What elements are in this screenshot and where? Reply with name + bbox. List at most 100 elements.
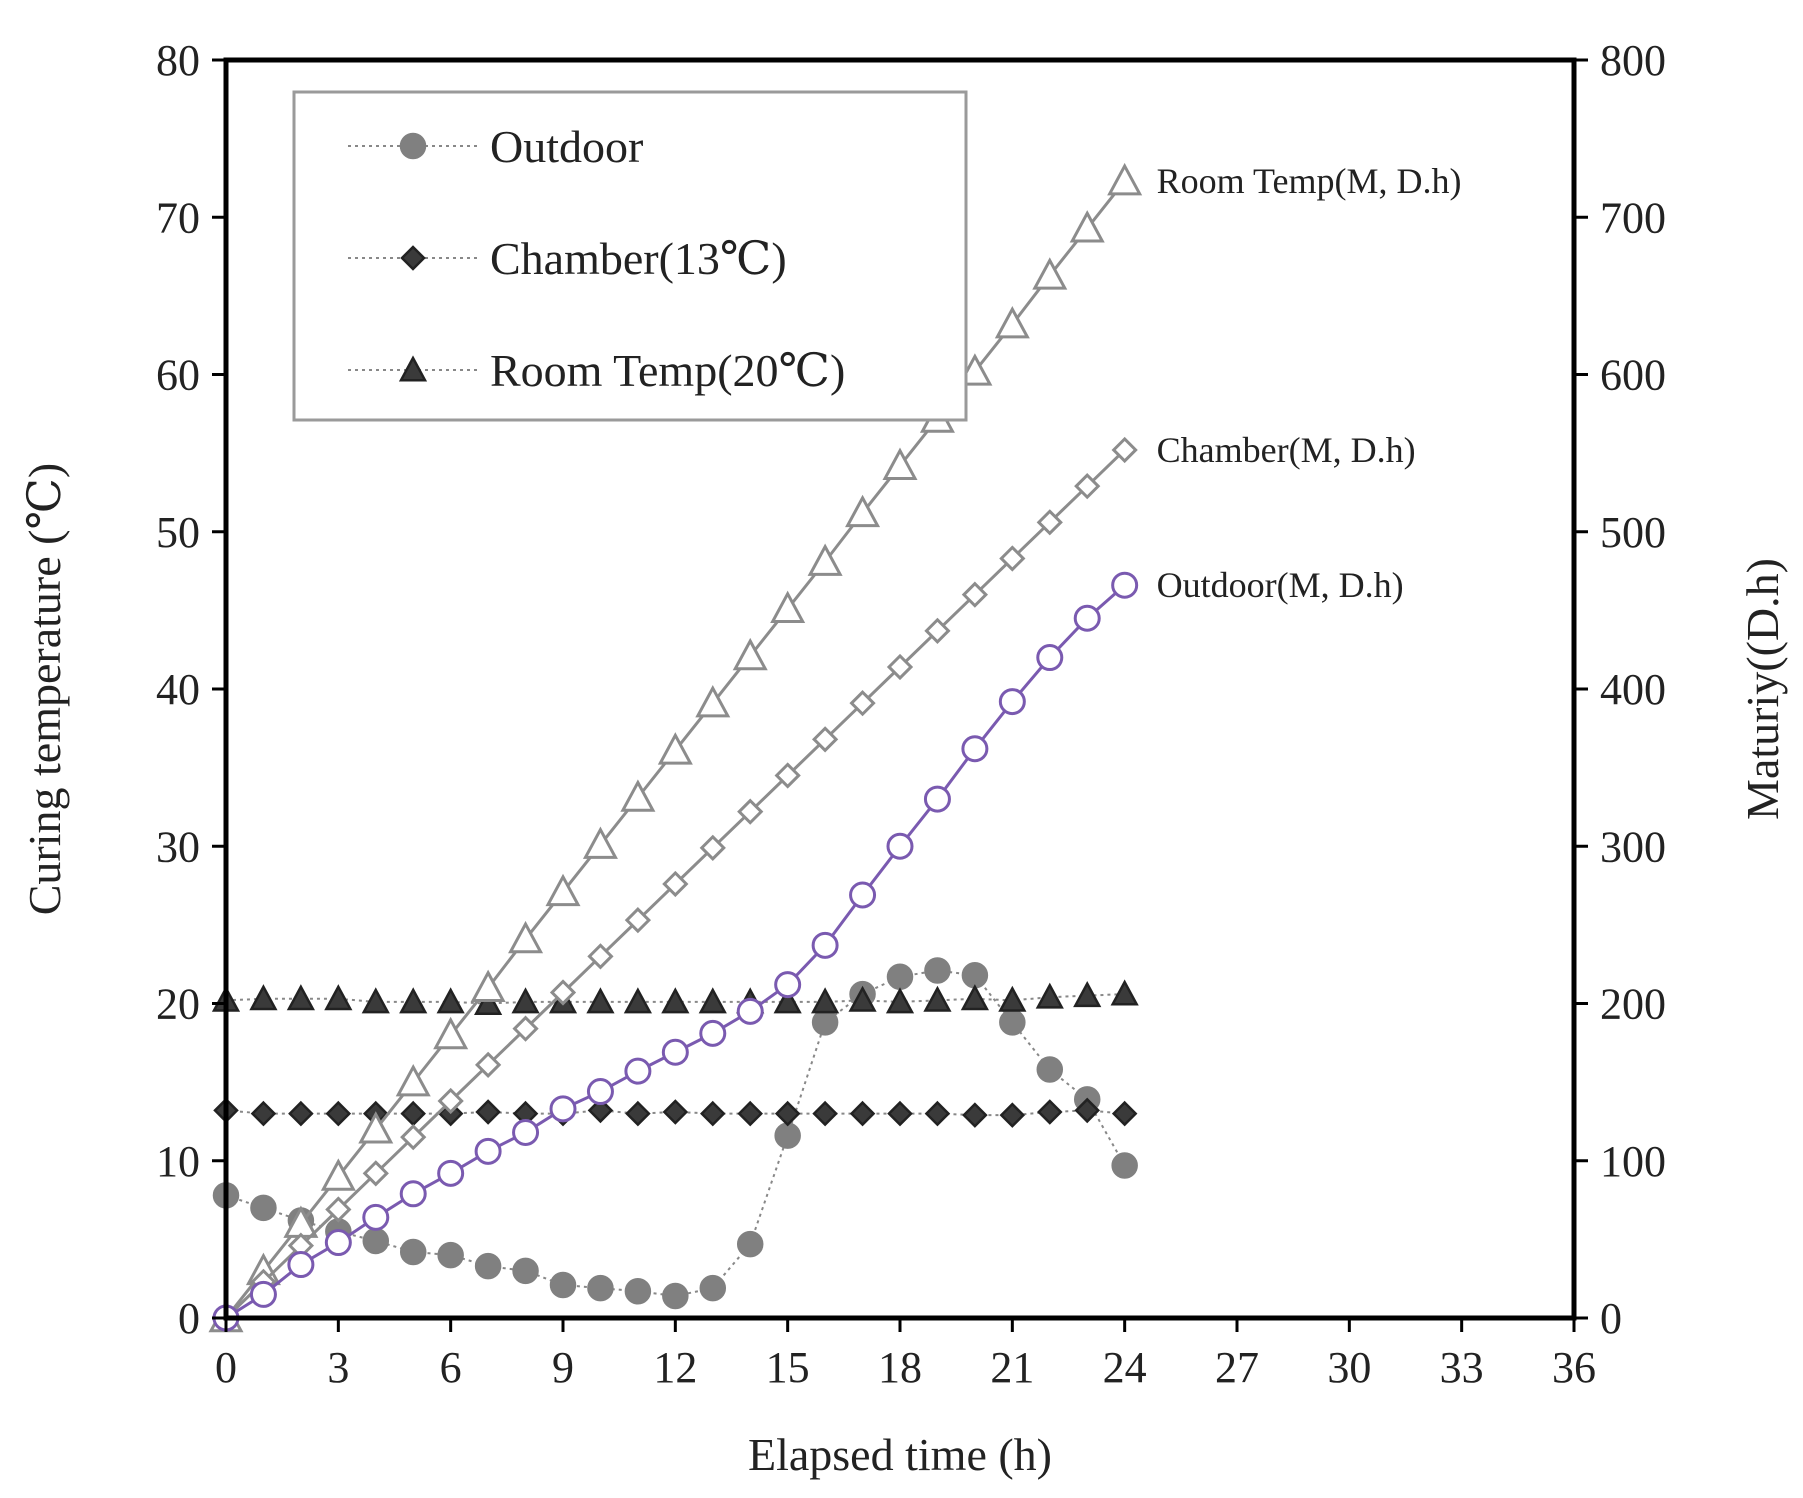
data-point bbox=[436, 987, 465, 1014]
data-point bbox=[886, 963, 914, 991]
data-point bbox=[623, 987, 652, 1014]
data-point bbox=[1069, 210, 1105, 243]
data-point bbox=[400, 1124, 427, 1151]
data-point bbox=[358, 1111, 394, 1144]
data-point bbox=[586, 987, 615, 1014]
data-point bbox=[399, 1180, 427, 1208]
data-point bbox=[1036, 644, 1064, 672]
x-tick-label: 0 bbox=[215, 1343, 237, 1392]
x-tick-label: 6 bbox=[440, 1343, 462, 1392]
data-point bbox=[661, 1038, 689, 1066]
data-point bbox=[849, 881, 877, 909]
data-point bbox=[923, 985, 952, 1012]
y2-tick-label: 700 bbox=[1600, 193, 1666, 242]
data-point bbox=[1032, 257, 1068, 290]
data-point bbox=[324, 1229, 352, 1257]
data-point bbox=[1074, 1097, 1100, 1124]
data-point bbox=[999, 1102, 1026, 1128]
data-point bbox=[624, 1278, 652, 1305]
data-point bbox=[960, 984, 989, 1011]
x-tick-label: 18 bbox=[878, 1343, 922, 1392]
legend-label: Outdoor bbox=[490, 121, 643, 172]
data-point bbox=[773, 987, 802, 1014]
data-point bbox=[845, 494, 881, 528]
data-point bbox=[924, 617, 951, 644]
data-point bbox=[737, 1100, 763, 1127]
data-point bbox=[961, 735, 989, 763]
data-point bbox=[698, 987, 727, 1014]
data-point bbox=[512, 1118, 540, 1146]
series-layer bbox=[208, 162, 1143, 1333]
data-point bbox=[1111, 1152, 1138, 1179]
series-outdoor-m-d-h bbox=[212, 571, 1139, 1332]
x-tick-label: 36 bbox=[1552, 1343, 1596, 1392]
data-point bbox=[587, 1097, 614, 1124]
y2-tick-label: 400 bbox=[1600, 665, 1666, 714]
data-point bbox=[1074, 473, 1101, 500]
y2-tick-label: 300 bbox=[1600, 822, 1666, 871]
data-point bbox=[250, 1194, 277, 1222]
data-point bbox=[470, 969, 506, 1003]
data-point bbox=[774, 1122, 801, 1149]
data-point bbox=[620, 779, 656, 812]
data-point bbox=[399, 987, 428, 1014]
data-point bbox=[250, 1100, 277, 1127]
x-tick-label: 15 bbox=[766, 1343, 810, 1392]
data-point bbox=[662, 1099, 689, 1125]
data-point bbox=[1036, 509, 1063, 536]
data-point bbox=[736, 997, 764, 1025]
data-point bbox=[474, 988, 503, 1015]
data-point bbox=[699, 1274, 727, 1302]
data-point bbox=[811, 1009, 839, 1036]
data-point bbox=[736, 1230, 764, 1258]
data-point bbox=[732, 637, 768, 671]
legend-marker bbox=[398, 355, 428, 382]
y-tick-label: 70 bbox=[156, 193, 200, 242]
data-point bbox=[849, 690, 876, 717]
data-point bbox=[774, 971, 802, 999]
data-point bbox=[511, 987, 540, 1014]
data-point bbox=[325, 1100, 352, 1127]
data-point bbox=[999, 545, 1026, 572]
data-point bbox=[249, 984, 278, 1011]
data-point bbox=[474, 1137, 502, 1165]
data-point bbox=[437, 1087, 464, 1115]
data-point bbox=[362, 1160, 389, 1187]
x-tick-label: 27 bbox=[1215, 1343, 1259, 1392]
data-point bbox=[998, 688, 1026, 716]
data-point bbox=[961, 581, 989, 608]
data-point bbox=[361, 987, 390, 1014]
y2-tick-label: 500 bbox=[1600, 508, 1666, 557]
data-point bbox=[320, 1158, 356, 1191]
x-tick-label: 21 bbox=[990, 1343, 1034, 1392]
y-tick-label: 0 bbox=[178, 1294, 200, 1343]
series-annotation: Outdoor(M, D.h) bbox=[1157, 565, 1404, 605]
data-point bbox=[1037, 1099, 1063, 1125]
data-point bbox=[886, 653, 914, 681]
y-tick-label: 40 bbox=[156, 665, 200, 714]
data-point bbox=[582, 826, 618, 859]
data-point bbox=[249, 1280, 277, 1308]
data-point bbox=[924, 957, 951, 984]
y2-tick-label: 100 bbox=[1600, 1137, 1666, 1186]
data-point bbox=[994, 306, 1030, 339]
data-point bbox=[811, 726, 839, 753]
data-point bbox=[737, 798, 764, 825]
x-tick-label: 12 bbox=[653, 1343, 697, 1392]
legend-label: Chamber(13℃) bbox=[490, 233, 787, 284]
y-tick-label: 30 bbox=[156, 822, 200, 871]
y2-tick-label: 200 bbox=[1600, 980, 1666, 1029]
legend-label: Room Temp(20℃) bbox=[490, 345, 845, 396]
data-point bbox=[508, 920, 544, 954]
data-point bbox=[700, 1100, 726, 1127]
data-point bbox=[998, 985, 1027, 1012]
y-axis-left-title: Curing temperature (℃) bbox=[19, 463, 70, 916]
data-point bbox=[661, 987, 690, 1014]
data-point bbox=[437, 1159, 465, 1187]
data-point bbox=[887, 1100, 913, 1127]
data-point bbox=[695, 684, 731, 718]
data-point bbox=[848, 985, 877, 1012]
data-point bbox=[662, 1282, 689, 1310]
data-point bbox=[662, 870, 689, 898]
data-point bbox=[774, 1100, 801, 1127]
